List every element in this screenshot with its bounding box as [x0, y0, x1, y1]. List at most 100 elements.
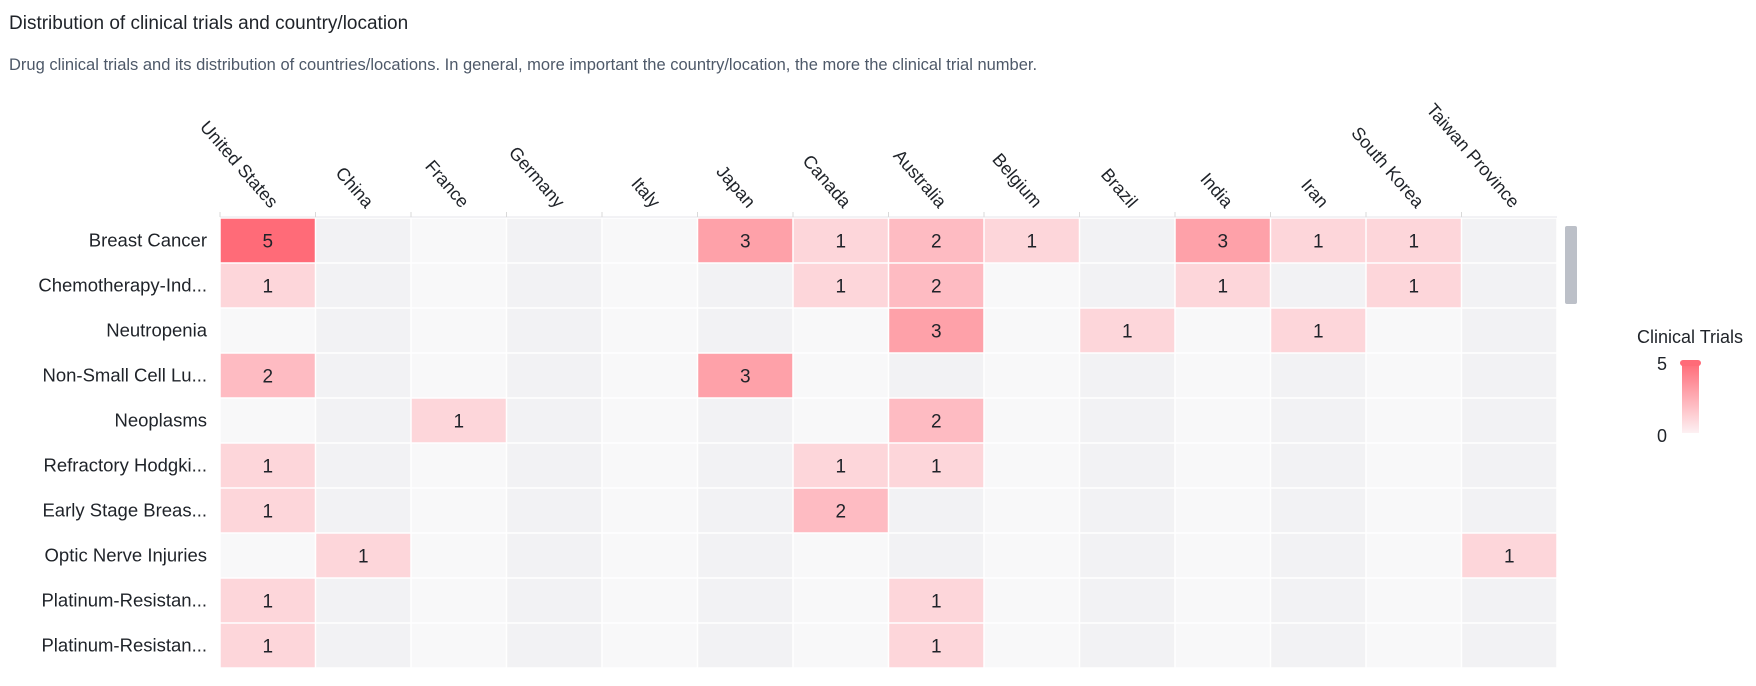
heatmap-cell-empty[interactable] [1271, 534, 1365, 578]
heatmap-cell-empty[interactable] [507, 309, 601, 353]
heatmap-cell-empty[interactable] [1462, 264, 1556, 308]
heatmap-cell-empty[interactable] [1367, 354, 1461, 398]
heatmap-cell-empty[interactable] [507, 489, 601, 533]
heatmap-cell-empty[interactable] [507, 354, 601, 398]
heatmap-cell-empty[interactable] [1080, 264, 1174, 308]
heatmap-cell-empty[interactable] [698, 579, 792, 623]
heatmap-cell-empty[interactable] [794, 354, 888, 398]
heatmap-cell-empty[interactable] [412, 624, 506, 668]
heatmap-cell-empty[interactable] [1271, 399, 1365, 443]
heatmap-cell-empty[interactable] [507, 264, 601, 308]
heatmap-cell-empty[interactable] [1271, 354, 1365, 398]
heatmap-cell-empty[interactable] [985, 264, 1079, 308]
heatmap-cell-empty[interactable] [889, 354, 983, 398]
heatmap-cell-empty[interactable] [794, 579, 888, 623]
heatmap-cell-empty[interactable] [1367, 399, 1461, 443]
heatmap-cell-empty[interactable] [316, 354, 410, 398]
heatmap-cell-empty[interactable] [1462, 489, 1556, 533]
heatmap-cell-empty[interactable] [507, 399, 601, 443]
heatmap-cell-empty[interactable] [603, 624, 697, 668]
heatmap-cell-empty[interactable] [603, 444, 697, 488]
heatmap-cell-empty[interactable] [698, 399, 792, 443]
heatmap-cell-empty[interactable] [985, 309, 1079, 353]
heatmap-cell-empty[interactable] [1080, 624, 1174, 668]
heatmap-cell-empty[interactable] [1176, 354, 1270, 398]
heatmap-cell-empty[interactable] [603, 309, 697, 353]
heatmap-cell-empty[interactable] [1176, 309, 1270, 353]
heatmap-cell-empty[interactable] [1367, 444, 1461, 488]
heatmap-cell-empty[interactable] [603, 354, 697, 398]
heatmap-cell-empty[interactable] [603, 579, 697, 623]
heatmap-cell-empty[interactable] [507, 219, 601, 263]
heatmap-cell-empty[interactable] [412, 444, 506, 488]
heatmap-cell-empty[interactable] [1176, 579, 1270, 623]
heatmap-cell-empty[interactable] [985, 399, 1079, 443]
heatmap-cell-empty[interactable] [985, 579, 1079, 623]
heatmap-cell-empty[interactable] [1462, 219, 1556, 263]
heatmap-cell-empty[interactable] [1462, 579, 1556, 623]
heatmap-cell-empty[interactable] [698, 489, 792, 533]
heatmap-cell-empty[interactable] [1080, 534, 1174, 578]
heatmap-cell-empty[interactable] [316, 219, 410, 263]
heatmap-cell-empty[interactable] [1271, 624, 1365, 668]
heatmap-cell-empty[interactable] [1271, 579, 1365, 623]
heatmap-cell-empty[interactable] [412, 309, 506, 353]
heatmap-cell-empty[interactable] [889, 489, 983, 533]
heatmap-cell-empty[interactable] [1080, 579, 1174, 623]
heatmap-cell-empty[interactable] [1462, 399, 1556, 443]
heatmap-cell-empty[interactable] [316, 399, 410, 443]
heatmap-cell-empty[interactable] [1271, 444, 1365, 488]
heatmap-cell-empty[interactable] [794, 624, 888, 668]
heatmap-cell-empty[interactable] [1462, 354, 1556, 398]
heatmap-cell-empty[interactable] [316, 309, 410, 353]
heatmap-cell-empty[interactable] [316, 579, 410, 623]
heatmap-cell-empty[interactable] [1271, 489, 1365, 533]
heatmap-cell-empty[interactable] [1080, 399, 1174, 443]
heatmap-cell-empty[interactable] [698, 624, 792, 668]
heatmap-cell-empty[interactable] [1367, 534, 1461, 578]
heatmap-cell-empty[interactable] [1367, 579, 1461, 623]
heatmap-cell-empty[interactable] [412, 354, 506, 398]
heatmap-cell-empty[interactable] [603, 264, 697, 308]
heatmap-cell-empty[interactable] [603, 219, 697, 263]
heatmap-cell-empty[interactable] [985, 534, 1079, 578]
heatmap-cell-empty[interactable] [1176, 534, 1270, 578]
heatmap-cell-empty[interactable] [1176, 624, 1270, 668]
heatmap-cell-empty[interactable] [698, 309, 792, 353]
heatmap-cell-empty[interactable] [1080, 219, 1174, 263]
heatmap-cell-empty[interactable] [1462, 309, 1556, 353]
heatmap-cell-empty[interactable] [698, 444, 792, 488]
heatmap-cell-empty[interactable] [698, 264, 792, 308]
heatmap-cell-empty[interactable] [412, 534, 506, 578]
heatmap-cell-empty[interactable] [603, 534, 697, 578]
heatmap-cell-empty[interactable] [316, 489, 410, 533]
heatmap-cell-empty[interactable] [603, 399, 697, 443]
heatmap-cell-empty[interactable] [603, 489, 697, 533]
heatmap-cell-empty[interactable] [698, 534, 792, 578]
heatmap-cell-empty[interactable] [794, 309, 888, 353]
heatmap-cell-empty[interactable] [1176, 399, 1270, 443]
heatmap-cell-empty[interactable] [1080, 444, 1174, 488]
heatmap-cell-empty[interactable] [1176, 489, 1270, 533]
heatmap-cell-empty[interactable] [1367, 624, 1461, 668]
heatmap-cell-empty[interactable] [507, 624, 601, 668]
heatmap-cell-empty[interactable] [507, 444, 601, 488]
heatmap-cell-empty[interactable] [412, 489, 506, 533]
heatmap-cell-empty[interactable] [1367, 309, 1461, 353]
heatmap-cell-empty[interactable] [1271, 264, 1365, 308]
heatmap-cell-empty[interactable] [412, 264, 506, 308]
heatmap-cell-empty[interactable] [1080, 489, 1174, 533]
heatmap-cell-empty[interactable] [221, 309, 315, 353]
heatmap-cell-empty[interactable] [316, 444, 410, 488]
heatmap-cell-empty[interactable] [412, 579, 506, 623]
heatmap-cell-empty[interactable] [507, 534, 601, 578]
heatmap-cell-empty[interactable] [889, 534, 983, 578]
heatmap-cell-empty[interactable] [1080, 354, 1174, 398]
heatmap-cell-empty[interactable] [1462, 624, 1556, 668]
heatmap-cell-empty[interactable] [412, 219, 506, 263]
heatmap-cell-empty[interactable] [1462, 444, 1556, 488]
heatmap-cell-empty[interactable] [985, 624, 1079, 668]
heatmap-cell-empty[interactable] [221, 399, 315, 443]
heatmap-cell-empty[interactable] [1176, 444, 1270, 488]
heatmap-cell-empty[interactable] [985, 489, 1079, 533]
